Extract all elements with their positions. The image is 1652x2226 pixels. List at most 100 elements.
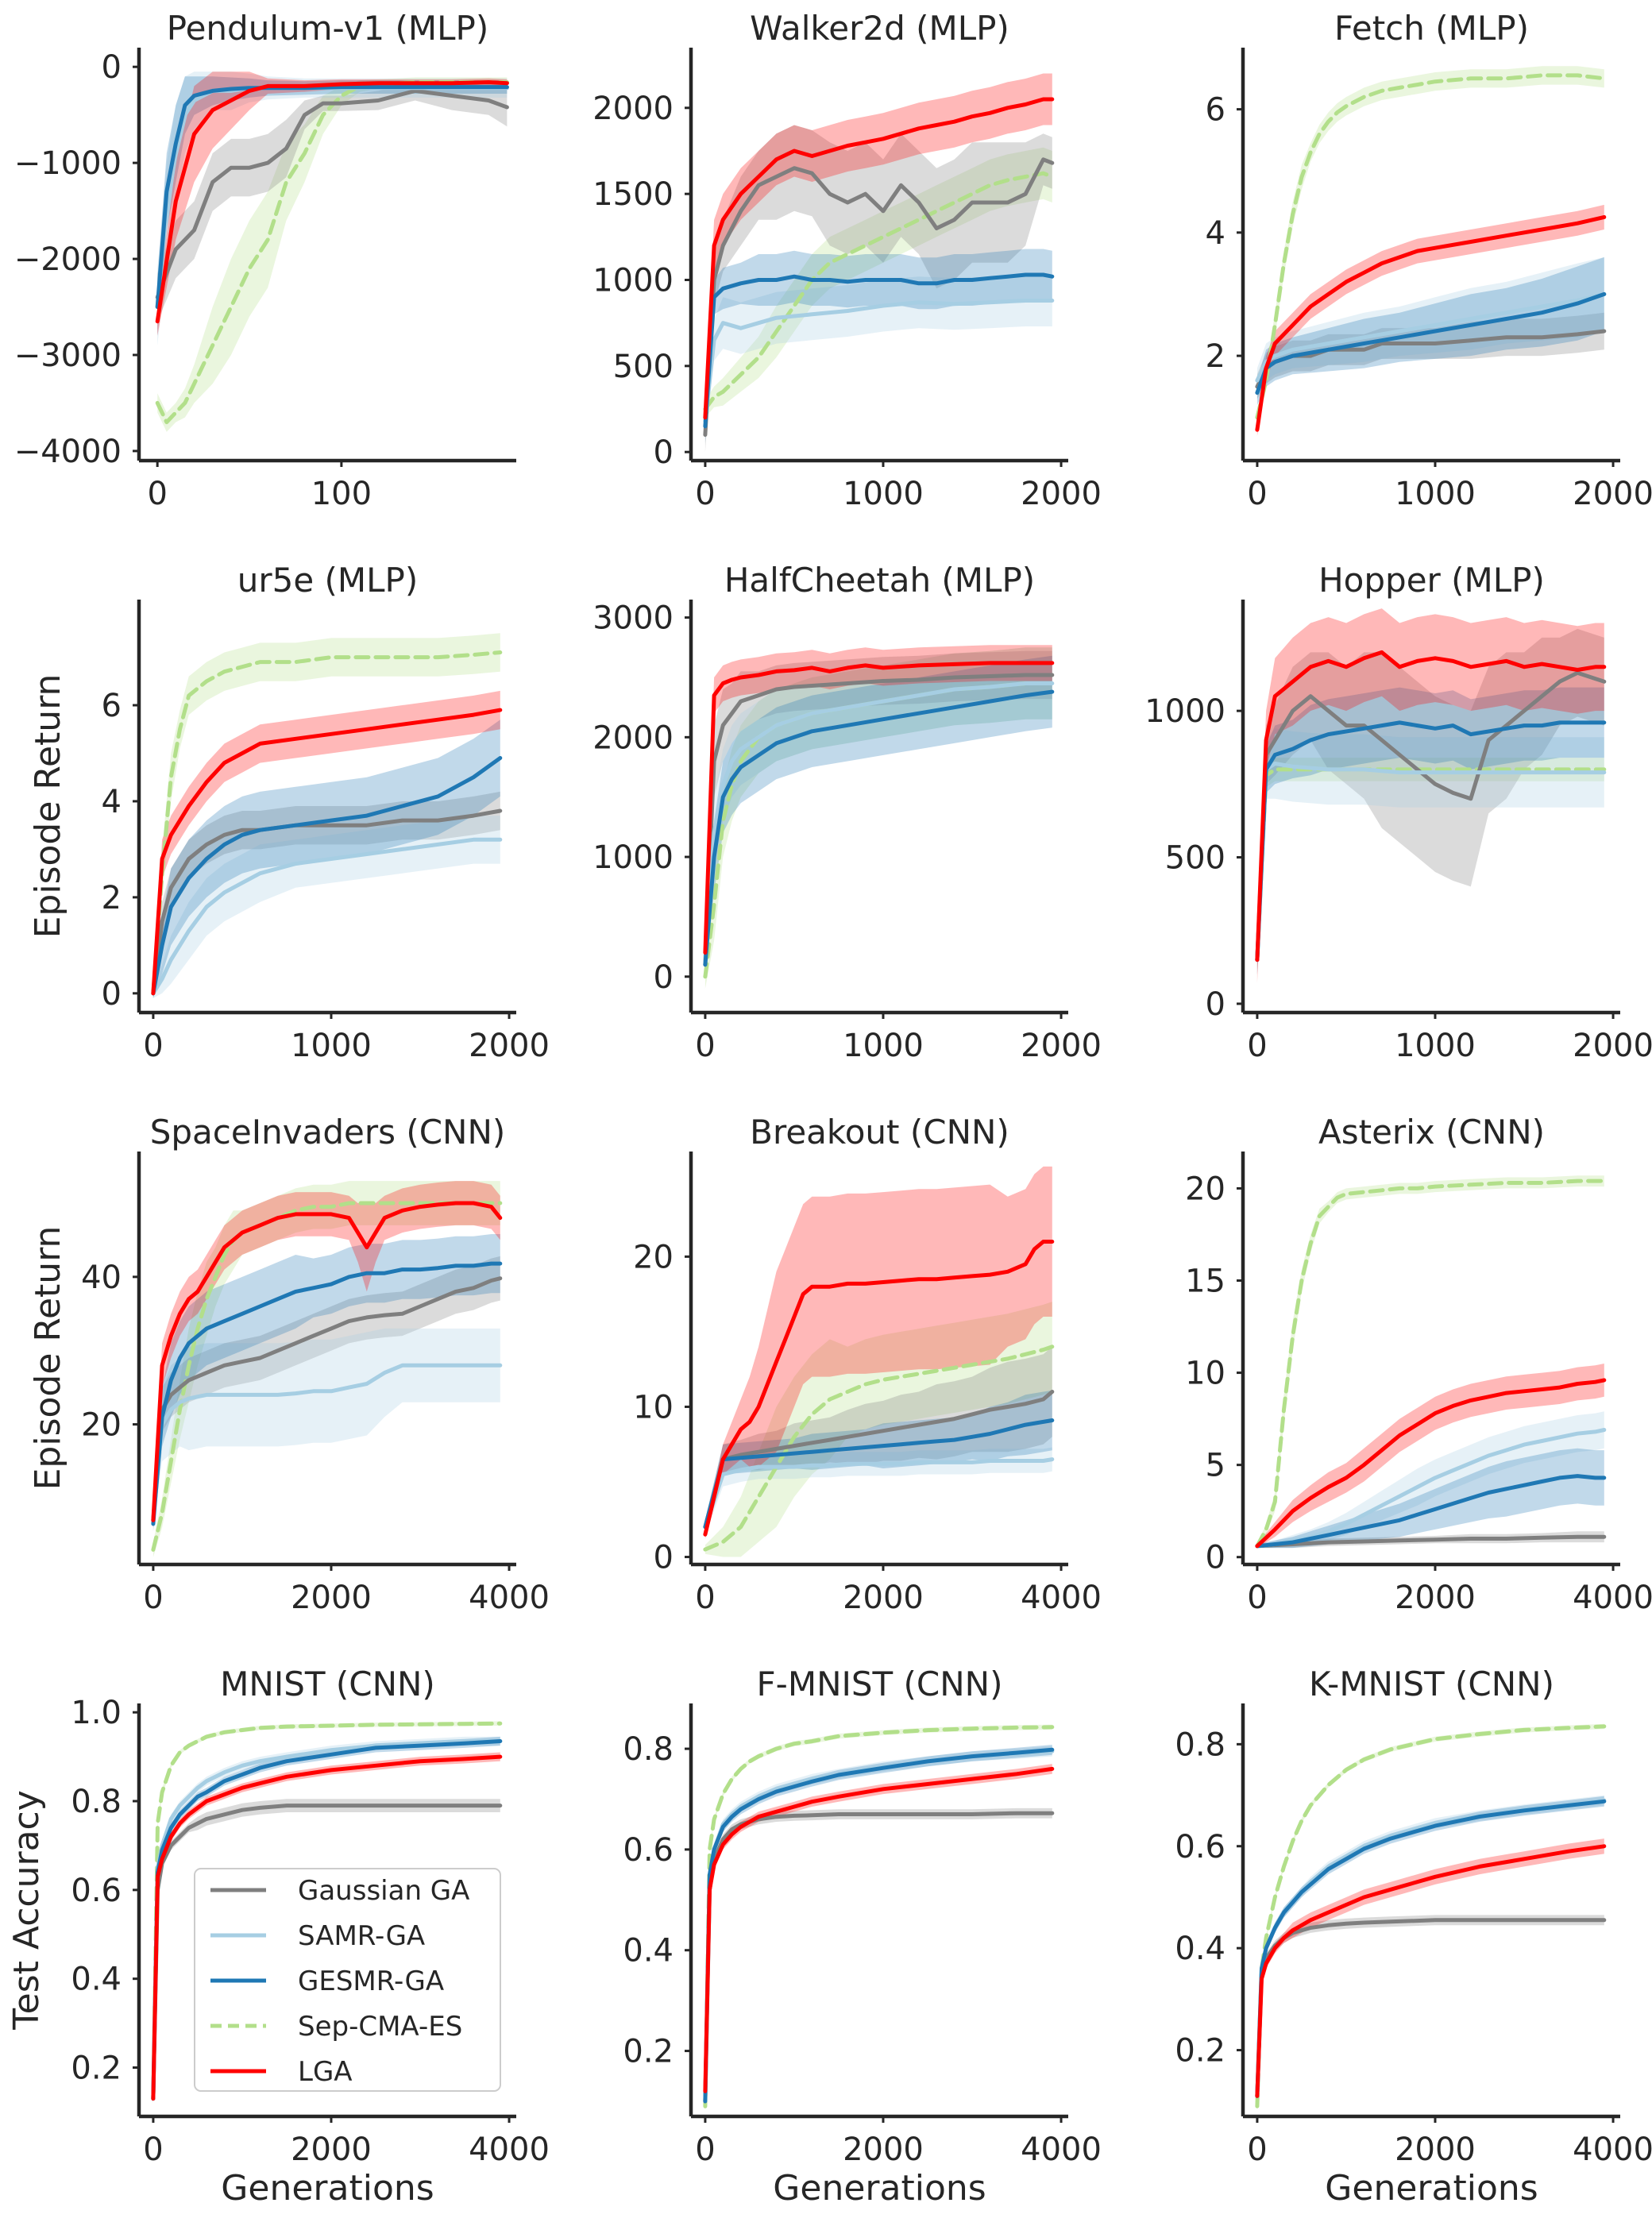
y-tick-label: 40 (81, 1260, 122, 1296)
x-tick-label: 4000 (469, 1580, 550, 1616)
line-samr-ga (703, 681, 1055, 967)
plot-area (703, 73, 1055, 453)
line-samr-ga (1255, 1428, 1607, 1549)
y-tick-label: 10 (633, 1389, 674, 1425)
y-tick-label: 2 (1206, 338, 1225, 375)
line-gesmr-ga (703, 689, 1055, 967)
line-lga (1255, 1844, 1607, 2098)
x-tick-label: 0 (1247, 1580, 1267, 1616)
line-lga (155, 80, 509, 324)
y-tick-label: 3000 (592, 600, 674, 637)
band-lga (152, 1181, 500, 1528)
x-tick-label: 0 (1247, 2131, 1267, 2168)
x-tick-label: 2000 (1573, 476, 1652, 512)
x-tick-label: 4000 (469, 2131, 550, 2168)
y-tick-label: 6 (1206, 92, 1225, 129)
legend-label-lga: LGA (298, 2056, 353, 2088)
y-tick-label: 2 (102, 880, 122, 916)
x-tick-label: 0 (143, 2131, 163, 2168)
y-tick-label: 500 (613, 349, 674, 385)
band-gaussian-ga (152, 1256, 500, 1528)
x-tick-label: 1000 (1395, 1028, 1476, 1064)
y-tick-label: 0.6 (71, 1873, 122, 1909)
band-lga (1256, 204, 1604, 436)
panel-title: Hopper (MLP) (1318, 561, 1545, 600)
plot-area (151, 633, 503, 998)
panel-fetch-mlp: Fetch (MLP) 0 1000 2000 2 4 6 (1206, 9, 1652, 512)
line-gaussian-ga (703, 673, 1055, 967)
line-lga (703, 1240, 1055, 1537)
y-tick-label: 0.6 (623, 1832, 674, 1869)
panel-title: MNIST (CNN) (220, 1665, 435, 1703)
band-samr-ga (152, 816, 500, 998)
line-gaussian-ga (155, 88, 509, 299)
legend-label-samr-ga: SAMR-GA (298, 1920, 425, 1952)
x-tick-label: 4000 (1573, 2131, 1652, 2168)
line-gesmr-ga (1255, 1474, 1607, 1549)
y-tick-label: 0.4 (623, 1933, 674, 1969)
x-tick-label: 4000 (1573, 1580, 1652, 1616)
panel-title: Asterix (CNN) (1318, 1113, 1545, 1152)
panel-f-mnist-cnn: F-MNIST (CNN) 0 2000 4000 0.2 0.4 0.6 0.8 Genera… (623, 1665, 1102, 2209)
band-gaussian-ga (1256, 312, 1604, 399)
line-sep-cma-es (1255, 73, 1607, 420)
line-samr-ga (703, 1457, 1055, 1530)
line-samr-ga (703, 299, 1055, 423)
x-tick-label: 100 (311, 476, 372, 512)
line-samr-ga (1255, 762, 1607, 963)
panel-ur5e-mlp: ur5e (MLP) 0 1000 2000 0 2 4 6 Episode Return (28, 561, 550, 1064)
band-samr-ga (152, 1328, 500, 1528)
x-tick-label: 1000 (843, 476, 924, 512)
x-tick-label: 2000 (1021, 1028, 1102, 1064)
x-tick-label: 0 (1247, 476, 1267, 512)
line-lga (1255, 650, 1607, 963)
y-tick-label: 1.0 (71, 1695, 122, 1731)
x-tick-label: 0 (695, 2131, 715, 2168)
band-gesmr-ga (152, 1234, 500, 1532)
plot-area (703, 1724, 1055, 2109)
line-gesmr-ga (703, 272, 1055, 429)
line-gaussian-ga (151, 1276, 503, 1522)
x-tick-label: 0 (695, 476, 715, 512)
legend-label-gaussian-ga: Gaussian GA (298, 1875, 469, 1907)
plot-area (151, 1181, 503, 1557)
x-tick-label: 0 (695, 1580, 715, 1616)
line-samr-ga (151, 1363, 503, 1522)
line-samr-ga (151, 1739, 503, 2101)
y-tick-label: 0.8 (623, 1731, 674, 1768)
y-tick-label: 5 (1206, 1448, 1225, 1484)
y-tick-label: 1000 (592, 263, 674, 299)
x-tick-label: 0 (143, 1028, 163, 1064)
plot-area (155, 71, 509, 432)
line-lga (1255, 1378, 1607, 1549)
line-gesmr-ga (151, 1261, 503, 1526)
y-tick-label: 20 (81, 1407, 122, 1444)
panel-pendulum-v1-mlp: Pendulum-v1 (MLP) 0 100 0 −1000 −2000 −3000 −40… (14, 9, 516, 512)
band-samr-ga (1256, 1795, 1604, 2101)
panel-halfcheetah-mlp: HalfCheetah (MLP) 0 1000 2000 0 1000 2000 3000 (592, 561, 1102, 1064)
line-gesmr-ga (1255, 291, 1607, 395)
line-samr-ga (1255, 291, 1607, 383)
line-gesmr-ga (703, 1747, 1055, 2104)
x-tick-label: 1000 (291, 1028, 372, 1064)
y-tick-label: 0 (102, 49, 122, 86)
line-gesmr-ga (1255, 720, 1607, 963)
panel-title: Walker2d (MLP) (750, 9, 1009, 48)
y-tick-label: −2000 (14, 241, 122, 278)
plot-area (1255, 608, 1607, 984)
x-tick-label: 2000 (843, 2131, 924, 2168)
y-tick-label: 2000 (592, 91, 674, 127)
x-tick-label: 2000 (1395, 2131, 1476, 2168)
panel-mnist-cnn: MNIST (CNN) 0 2000 4000 0.2 0.4 0.6 0.8 1.0 Test … (6, 1665, 550, 2209)
band-lga (152, 690, 500, 998)
band-sep-cma-es (704, 647, 1052, 989)
y-tick-label: 4 (102, 784, 122, 820)
line-gaussian-ga (703, 1811, 1055, 2104)
line-sep-cma-es (151, 1721, 503, 2101)
x-axis-label: Generations (1325, 2168, 1538, 2209)
y-tick-label: 20 (633, 1239, 674, 1275)
x-tick-label: 2000 (469, 1028, 550, 1064)
y-tick-label: −1000 (14, 145, 122, 182)
panel-asterix-cnn: Asterix (CNN) 0 2000 4000 0 5 10 15 20 (1185, 1113, 1652, 1616)
x-tick-label: 2000 (291, 2131, 372, 2168)
